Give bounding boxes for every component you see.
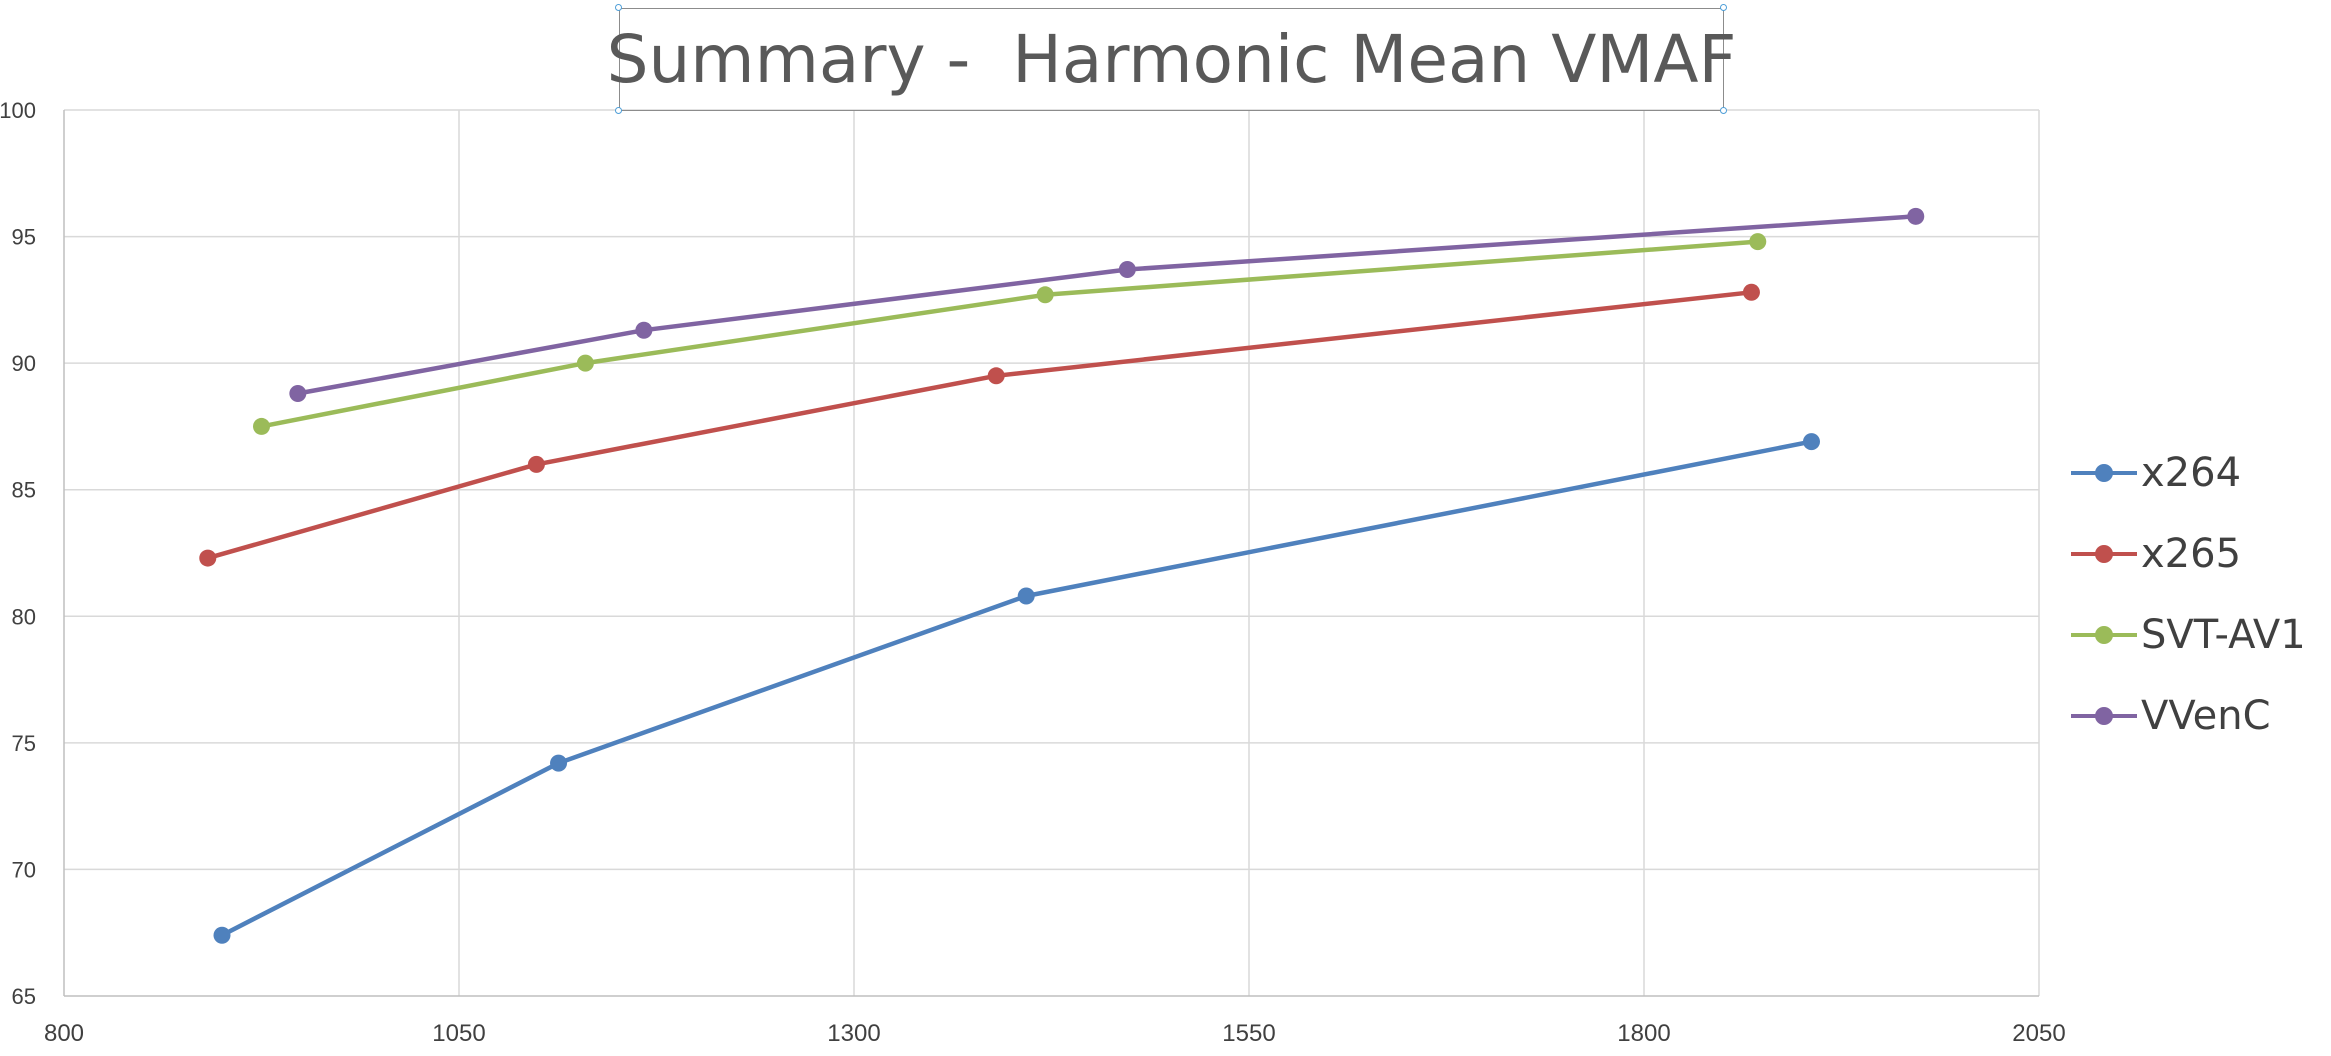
y-tick-label: 90 [12, 351, 36, 376]
legend-marker [2095, 706, 2113, 725]
series-line-svt-av1 [259, 239, 1761, 429]
y-tick-label: 100 [0, 98, 36, 123]
legend-marker [2095, 625, 2113, 644]
series-line-x264 [219, 439, 1814, 938]
x-tick-label: 2050 [2012, 1020, 2065, 1047]
legend-swatch-svt-av1 [2071, 625, 2137, 644]
title-resize-handle[interactable] [615, 107, 622, 114]
y-tick-label: 70 [12, 857, 36, 882]
legend-marker [2095, 463, 2113, 482]
gridlines [64, 109, 2040, 996]
title-resize-handle[interactable] [1720, 107, 1727, 114]
x-tick-label: 1300 [827, 1020, 880, 1047]
data-point-x264 [550, 754, 568, 772]
data-point-vvenc [1907, 207, 1925, 225]
x-tick-label: 1050 [432, 1020, 485, 1047]
title-resize-handle[interactable] [615, 4, 622, 11]
data-point-svt-av1 [1036, 286, 1054, 304]
x-tick-label: 1550 [1222, 1020, 1275, 1047]
legend-label: x264 [2141, 449, 2242, 496]
x-tick-label: 1800 [1617, 1020, 1670, 1047]
chart-title[interactable]: Summary - Harmonic Mean VMAF [607, 8, 1736, 111]
legend-item: x264 [2071, 432, 2306, 513]
legend-label: x265 [2141, 530, 2242, 577]
y-tick-label: 65 [12, 984, 36, 1009]
y-tick-label: 75 [12, 731, 36, 756]
legend-swatch-vvenc [2071, 706, 2137, 725]
x-tick-label: 800 [44, 1020, 84, 1047]
data-point-svt-av1 [253, 417, 270, 435]
tick-labels: 65 70 75 80 85 90 95 100 800 1050 1300 1550 1800 2050 [0, 98, 2066, 1047]
series-line-x265 [205, 290, 1754, 561]
data-point-x264 [213, 926, 231, 944]
y-tick-label: 80 [12, 604, 36, 629]
legend-marker [2095, 544, 2113, 563]
data-point-svt-av1 [1749, 233, 1767, 251]
data-point-x265 [1742, 283, 1760, 301]
y-tick-label: 95 [12, 225, 36, 250]
legend-label: VVenC [2141, 692, 2271, 739]
data-point-x265 [527, 455, 545, 473]
data-point-x265 [199, 549, 217, 567]
legend-swatch-x265 [2071, 544, 2137, 563]
data-point-vvenc [635, 321, 653, 339]
series-line-vvenc [295, 214, 1919, 396]
data-point-x265 [987, 367, 1005, 385]
legend-swatch-x264 [2071, 463, 2137, 482]
legend-item: VVenC [2071, 675, 2306, 756]
data-point-vvenc [1118, 260, 1136, 278]
legend-item: x265 [2071, 513, 2306, 594]
data-point-x264 [1017, 587, 1035, 605]
y-tick-label: 85 [12, 478, 36, 503]
legend-item: SVT-AV1 [2071, 594, 2306, 675]
legend: x264 x265 SVT-AV1 VVenC [2071, 432, 2306, 756]
data-series [199, 207, 1925, 944]
data-point-x264 [1802, 433, 1820, 451]
data-point-svt-av1 [576, 354, 594, 372]
title-resize-handle[interactable] [1720, 4, 1727, 11]
data-point-vvenc [289, 385, 307, 403]
axes [63, 110, 2039, 997]
legend-label: SVT-AV1 [2141, 611, 2306, 658]
